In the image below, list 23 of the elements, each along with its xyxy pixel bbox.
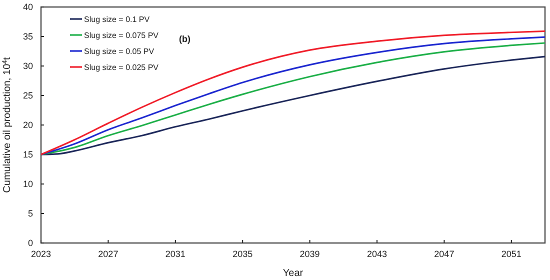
legend-label: Slug size = 0.05 PV [84,47,155,56]
y-tick-label: 25 [22,90,33,100]
y-tick-label: 40 [22,2,33,12]
x-tick-label: 2031 [165,249,186,259]
x-axis-title: Year [282,268,304,279]
y-tick-label: 15 [22,150,33,160]
legend-label: Slug size = 0.1 PV [84,15,150,24]
legend-label: Slug size = 0.075 PV [84,31,160,40]
x-tick-label: 2023 [30,249,52,259]
y-tick-label: 30 [22,61,33,71]
x-tick-label: 2051 [501,249,522,259]
y-tick-label: 0 [28,238,33,248]
x-tick-label: 2027 [98,249,118,259]
y-tick-label: 35 [22,32,33,42]
x-tick-label: 2043 [366,249,388,259]
y-tick-label: 20 [22,120,33,130]
x-tick-label: 2035 [232,249,253,259]
annotation: (b) [179,34,190,44]
y-tick-label: 10 [22,179,33,189]
x-tick-label: 2039 [300,249,320,259]
y-tick-label: 5 [28,208,33,218]
legend-label: Slug size = 0.025 PV [84,63,160,72]
x-tick-label: 2047 [434,249,454,259]
